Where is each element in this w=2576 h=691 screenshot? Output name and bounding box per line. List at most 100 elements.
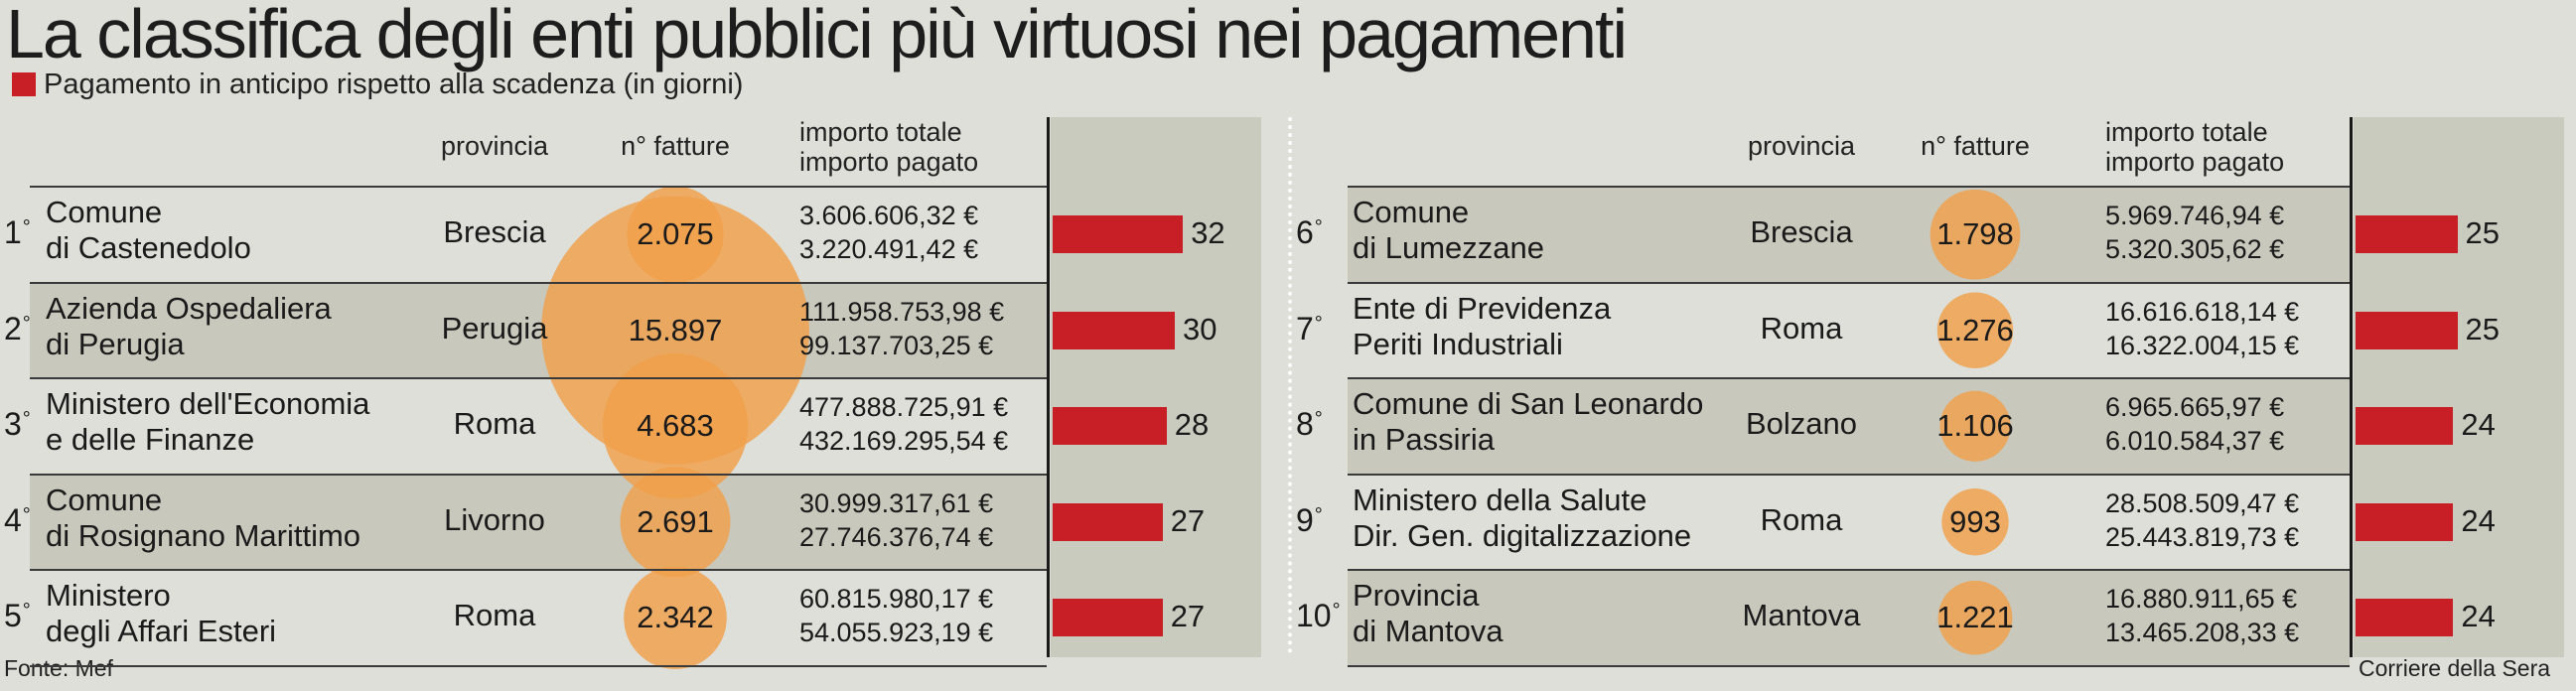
- importo-totale-cell: 3.606.606,32 €: [799, 201, 979, 231]
- provincia-cell: Livorno: [444, 501, 545, 537]
- importo-totale-cell: 16.880.911,65 €: [2105, 584, 2298, 615]
- header-importo-totale: importo totale: [799, 117, 962, 147]
- importo-totale-cell: 16.616.618,14 €: [2105, 296, 2300, 327]
- anticipo-bar: [1053, 407, 1167, 446]
- header-provincia: provincia: [440, 131, 549, 161]
- row-separator: [1348, 186, 2350, 188]
- rank-number: 5°: [4, 598, 31, 634]
- fatture-cell: 1.276: [1936, 312, 2014, 347]
- anticipo-bar: [2356, 407, 2454, 446]
- importo-totale-cell: 477.888.725,91 €: [799, 392, 1009, 423]
- anticipo-value: 25: [2465, 311, 2500, 346]
- ente-name-line: Periti Industriali: [1353, 326, 1563, 361]
- ente-name-line: di Mantova: [1353, 614, 1503, 649]
- row-separator: [1348, 473, 2350, 476]
- rank-degree: °: [1332, 600, 1341, 622]
- rank-number: 6°: [1296, 214, 1323, 251]
- header-fatture: n° fatture: [1921, 131, 2030, 161]
- legend-swatch: [12, 72, 36, 96]
- anticipo-bar: [1053, 215, 1184, 254]
- rank-degree: °: [1314, 408, 1323, 431]
- fatture-cell: 15.897: [628, 312, 723, 347]
- fatture-cell: 2.075: [637, 216, 714, 252]
- importo-pagato-cell: 3.220.491,42 €: [799, 234, 979, 265]
- ente-name-line: di Perugia: [46, 326, 185, 361]
- row-separator: [30, 377, 1047, 379]
- importo-pagato-cell: 13.465.208,33 €: [2105, 618, 2300, 648]
- fatture-cell: 1.221: [1936, 600, 2014, 635]
- rank-value: 3: [4, 406, 22, 443]
- importo-pagato-cell: 6.010.584,37 €: [2105, 426, 2285, 457]
- header-importo-pagato: importo pagato: [2105, 147, 2285, 177]
- rank-number: 10°: [1296, 598, 1341, 634]
- fatture-cell: 1.106: [1936, 408, 2014, 444]
- anticipo-bar: [1053, 502, 1163, 541]
- anticipo-bar: [1053, 311, 1175, 349]
- provincia-cell: Bolzano: [1745, 406, 1858, 442]
- ente-name: Azienda Ospedaliera di Perugia: [46, 291, 332, 362]
- fatture-cell: 1.798: [1936, 216, 2014, 252]
- anticipo-bar: [2356, 215, 2458, 254]
- rank-degree: °: [22, 600, 31, 622]
- provincia-cell: Mantova: [1742, 598, 1861, 633]
- rank-value: 7: [1296, 310, 1314, 346]
- importo-pagato-cell: 25.443.819,73 €: [2105, 521, 2300, 552]
- importo-totale-cell: 6.965.665,97 €: [2105, 392, 2285, 423]
- row-separator: [1348, 281, 2350, 284]
- ente-name-line: degli Affari Esteri: [46, 614, 277, 649]
- rank-value: 8: [1296, 406, 1314, 443]
- fatture-cell: 4.683: [637, 408, 714, 444]
- rank-number: 2°: [4, 311, 31, 347]
- rank-degree: °: [22, 216, 31, 239]
- provincia-cell: Perugia: [441, 310, 548, 346]
- row-separator: [30, 281, 1047, 284]
- header-provincia: provincia: [1747, 131, 1856, 161]
- provincia-cell: Roma: [453, 598, 536, 633]
- ente-name: Comune di Castenedolo: [46, 195, 251, 266]
- rank-degree: °: [22, 408, 31, 431]
- rank-number: 4°: [4, 502, 31, 539]
- ente-name-line: Provincia: [1353, 578, 1480, 614]
- anticipo-value: 24: [2461, 502, 2496, 538]
- ente-name-line: Ministero: [46, 578, 171, 614]
- rank-value: 9: [1296, 501, 1314, 538]
- row-separator: [1348, 377, 2350, 379]
- header-importo-pagato: importo pagato: [799, 147, 979, 177]
- ente-name-line: Dir. Gen. digitalizzazione: [1353, 517, 1692, 553]
- table-row-band: [30, 474, 1047, 570]
- ente-name-line: Ministero dell'Economia: [46, 386, 370, 422]
- rank-value: 2: [4, 310, 22, 346]
- anticipo-value: 24: [2461, 599, 2496, 634]
- ente-name-line: Ministero della Salute: [1353, 482, 1647, 517]
- rank-value: 10: [1296, 598, 1332, 634]
- legend: Pagamento in anticipo rispetto alla scad…: [12, 68, 743, 101]
- rank-degree: °: [1314, 216, 1323, 239]
- rank-number: 9°: [1296, 502, 1323, 539]
- ente-name-line: Comune: [1353, 195, 1470, 230]
- ente-name-line: Ente di Previdenza: [1353, 290, 1612, 326]
- ente-name: Comune di San Leonardo in Passiria: [1353, 386, 1703, 458]
- rank-value: 6: [1296, 214, 1314, 251]
- rank-number: 7°: [1296, 311, 1323, 347]
- row-separator: [30, 569, 1047, 571]
- fatture-cell: 2.342: [637, 600, 714, 635]
- importo-totale-cell: 5.969.746,94 €: [2105, 201, 2285, 231]
- fatture-cell: 2.691: [637, 503, 714, 539]
- ente-name: Ministero degli Affari Esteri: [46, 578, 276, 649]
- provincia-cell: Brescia: [443, 214, 546, 250]
- anticipo-value: 27: [1170, 502, 1206, 538]
- provincia-cell: Roma: [1760, 501, 1843, 537]
- panel-divider: [1288, 117, 1292, 653]
- row-separator: [30, 186, 1047, 188]
- importo-pagato-cell: 432.169.295,54 €: [799, 426, 1009, 457]
- ente-name-line: Comune di San Leonardo: [1353, 386, 1704, 422]
- ente-name-line: Comune: [46, 195, 163, 230]
- ente-name-line: e delle Finanze: [46, 422, 255, 458]
- anticipo-value: 30: [1183, 311, 1217, 346]
- bar-axis-line: [2350, 117, 2353, 657]
- anticipo-bar: [2356, 311, 2458, 349]
- anticipo-bar: [2356, 599, 2454, 637]
- ente-name-line: di Lumezzane: [1353, 230, 1545, 266]
